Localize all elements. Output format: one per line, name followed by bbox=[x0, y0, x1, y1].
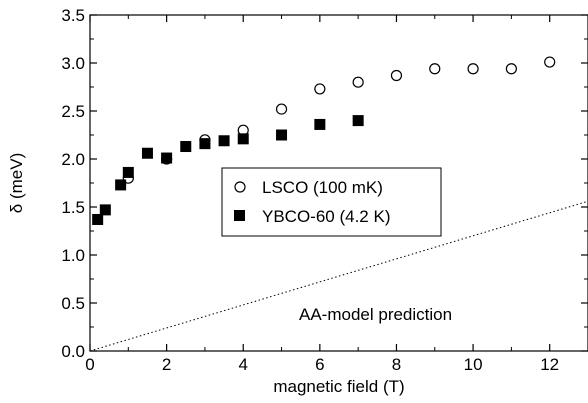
x-axis: 0 2 4 6 8 10 12 bbox=[85, 15, 559, 374]
x-tick-label: 8 bbox=[392, 355, 401, 374]
y-tick-label: 1.0 bbox=[61, 246, 85, 265]
y-axis-title: δ (meV) bbox=[7, 153, 26, 213]
x-tick-label: 0 bbox=[85, 355, 94, 374]
x-axis-title: magnetic field (T) bbox=[273, 377, 404, 396]
ybco-point bbox=[115, 179, 127, 191]
y-tick-label: 3.0 bbox=[61, 54, 85, 73]
y-tick-label: 3.5 bbox=[61, 6, 85, 25]
legend: LSCO (100 mK) YBCO-60 (4.2 K) bbox=[221, 167, 442, 237]
x-tick-label: 4 bbox=[238, 355, 247, 374]
ybco-point bbox=[92, 213, 104, 225]
aa-model-line bbox=[89, 200, 588, 352]
ybco-point bbox=[122, 166, 134, 178]
lsco-point bbox=[467, 63, 479, 75]
ybco-point bbox=[199, 138, 211, 150]
lsco-point bbox=[314, 83, 326, 95]
y-tick-label: 2.0 bbox=[61, 150, 85, 169]
ybco-point bbox=[352, 115, 364, 127]
ybco-point bbox=[161, 152, 173, 164]
ybco-point bbox=[218, 135, 230, 147]
y-tick-label: 0.5 bbox=[61, 294, 85, 313]
x-tick-label: 10 bbox=[464, 355, 483, 374]
y-axis: 0.0 0.5 1.0 1.5 2.0 2.5 3.0 3.5 bbox=[61, 6, 588, 361]
model-annotation: AA-model prediction bbox=[299, 305, 452, 324]
legend-label-ybco: YBCO-60 (4.2 K) bbox=[262, 207, 391, 226]
lsco-point bbox=[352, 76, 364, 88]
legend-box bbox=[221, 167, 442, 237]
ybco-point bbox=[180, 141, 192, 153]
x-tick-label: 6 bbox=[315, 355, 324, 374]
lsco-point bbox=[544, 56, 556, 68]
ybco-point bbox=[276, 129, 288, 141]
y-tick-label: 1.5 bbox=[61, 198, 85, 217]
x-tick-label: 12 bbox=[540, 355, 559, 374]
series-0 bbox=[122, 56, 556, 184]
data-series bbox=[92, 56, 556, 225]
legend-label-lsco: LSCO (100 mK) bbox=[262, 178, 383, 197]
y-tick-label: 2.5 bbox=[61, 102, 85, 121]
lsco-point bbox=[390, 69, 403, 82]
ybco-point bbox=[141, 147, 153, 159]
ybco-point bbox=[99, 204, 111, 216]
ybco-point bbox=[314, 118, 326, 130]
ybco-point bbox=[237, 133, 249, 145]
series-1 bbox=[92, 115, 364, 225]
lsco-point bbox=[429, 63, 441, 75]
legend-marker-ybco bbox=[234, 210, 245, 221]
legend-marker-lsco bbox=[234, 181, 246, 193]
lsco-point bbox=[275, 103, 288, 115]
lsco-point bbox=[505, 63, 517, 75]
x-tick-label: 2 bbox=[162, 355, 171, 374]
y-tick-label: 0.0 bbox=[61, 342, 85, 361]
